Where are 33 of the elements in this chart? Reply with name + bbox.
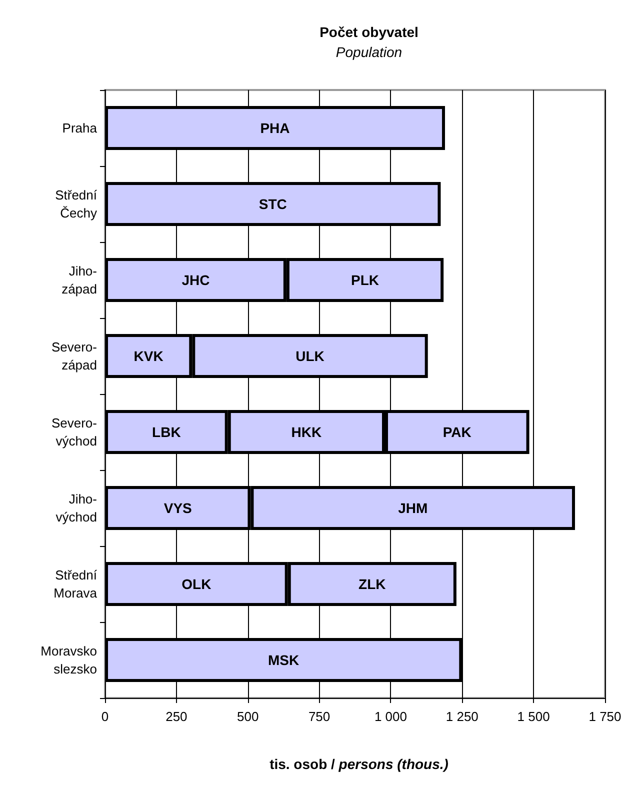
y-tick-label: Severo-západ xyxy=(51,340,97,372)
data-label: OLK xyxy=(182,576,212,592)
data-label: PHA xyxy=(260,120,290,136)
data-label: LBK xyxy=(152,424,181,440)
x-tick-label: 1 250 xyxy=(446,709,478,724)
data-label: ULK xyxy=(296,348,324,364)
chart-title: Počet obyvatel xyxy=(320,24,418,40)
y-tick-label: Jiho-východ xyxy=(56,492,97,524)
x-tick-label: 750 xyxy=(308,709,330,724)
data-label: PAK xyxy=(442,424,472,440)
y-tick-label: Střední Morava xyxy=(54,568,98,600)
data-label: JHC xyxy=(182,272,210,288)
x-tick-label: 250 xyxy=(166,709,188,724)
x-tick-label: 0 xyxy=(101,709,109,724)
data-label: STC xyxy=(258,196,287,212)
y-tick-label: Střední Čechy xyxy=(55,188,98,220)
x-axis-title: tis. osob / persons (thous.) xyxy=(270,756,449,772)
data-label: VYS xyxy=(164,500,192,516)
data-label: KVK xyxy=(134,348,164,364)
y-tick-label: Moravsko slezsko xyxy=(40,644,97,676)
data-label: PLK xyxy=(351,272,379,288)
y-tick-label: Severo-východ xyxy=(51,416,97,448)
data-label: JHM xyxy=(398,500,428,516)
x-tick-label: 1 500 xyxy=(517,709,550,724)
chart-subtitle: Population xyxy=(336,44,402,60)
data-label: ZLK xyxy=(358,576,386,592)
data-label: MSK xyxy=(268,652,300,668)
x-tick-label: 500 xyxy=(237,709,259,724)
y-tick-label: Praha xyxy=(62,120,98,136)
y-tick-label: Jiho-západ xyxy=(62,264,97,296)
x-tick-label: 1 000 xyxy=(374,709,407,724)
x-tick-label: 1 750 xyxy=(588,709,622,724)
data-label: HKK xyxy=(291,424,322,440)
